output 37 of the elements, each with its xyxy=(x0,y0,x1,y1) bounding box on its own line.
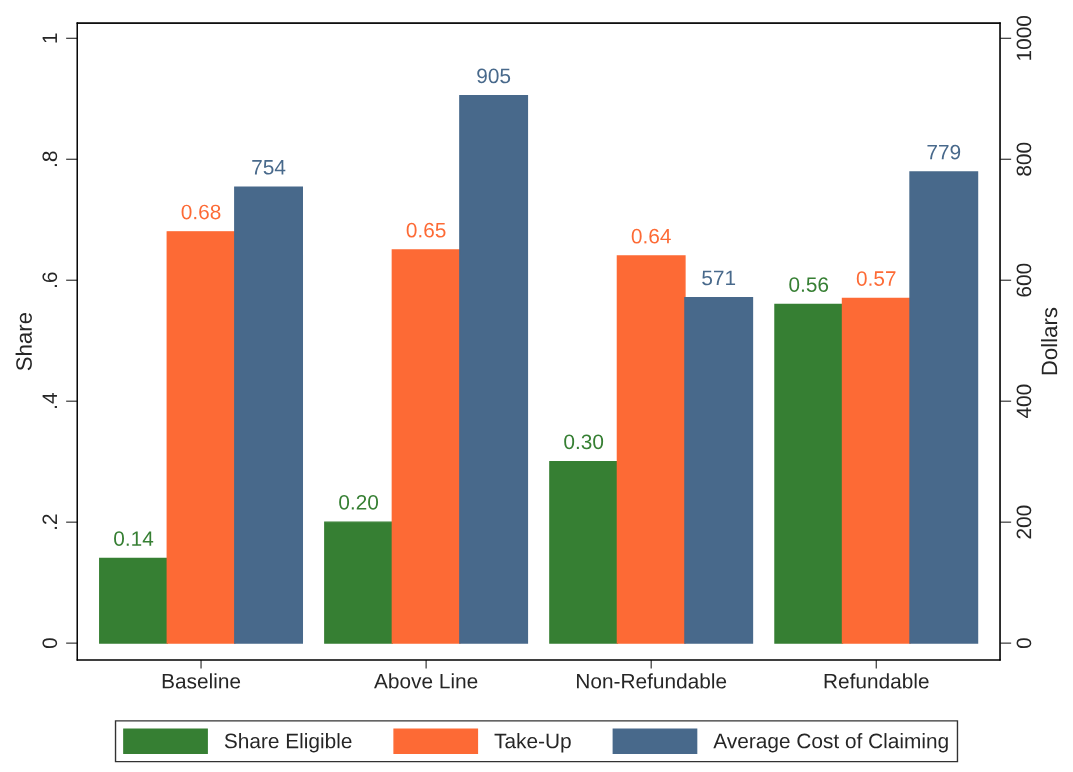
data-label: 0.14 xyxy=(114,531,154,546)
data-label: 0.68 xyxy=(181,204,221,220)
y2-tick-label: 400 xyxy=(1016,384,1032,419)
y2-tick-label: 1000 xyxy=(1016,15,1032,60)
x-tick-label: Non-Refundable xyxy=(577,673,727,689)
y2-tick-label: 0 xyxy=(1016,638,1032,649)
y2-axis-title: Dollars xyxy=(1040,307,1058,375)
y2-tick-label: 800 xyxy=(1016,142,1032,176)
legend-label: Share Eligible xyxy=(224,733,352,753)
data-label: 0.64 xyxy=(631,228,671,244)
y-axis-title: Share xyxy=(15,312,32,371)
data-label: 0.56 xyxy=(789,277,829,292)
y-tick-label: .4 xyxy=(42,393,57,408)
data-label: 0.30 xyxy=(564,434,604,450)
legend-label: Take-Up xyxy=(494,733,571,753)
y-tick-label: 0 xyxy=(42,638,58,649)
x-tick-label: Refundable xyxy=(824,673,929,689)
y-tick-label: 1 xyxy=(42,33,57,43)
data-label: 0.20 xyxy=(339,494,379,510)
x-tick-label: Baseline xyxy=(162,673,241,689)
bar xyxy=(774,303,844,644)
data-label: 754 xyxy=(252,160,286,175)
data-label: 905 xyxy=(477,68,511,84)
y-tick-label: .6 xyxy=(42,272,58,287)
bar xyxy=(549,460,619,644)
data-label: 779 xyxy=(927,144,961,160)
y2-tick-label: 600 xyxy=(1016,263,1032,297)
bar xyxy=(99,557,168,644)
y2-tick-label: 200 xyxy=(1016,505,1032,539)
y-tick-label: .2 xyxy=(42,514,57,529)
data-label: 571 xyxy=(702,270,736,286)
legend-label: Average Cost of Claiming xyxy=(713,733,948,753)
bar xyxy=(324,521,394,644)
y-tick-label: .8 xyxy=(42,151,58,167)
x-tick-label: Above Line xyxy=(374,673,478,689)
data-label: 0.65 xyxy=(406,222,446,238)
data-label: 0.57 xyxy=(856,271,896,286)
